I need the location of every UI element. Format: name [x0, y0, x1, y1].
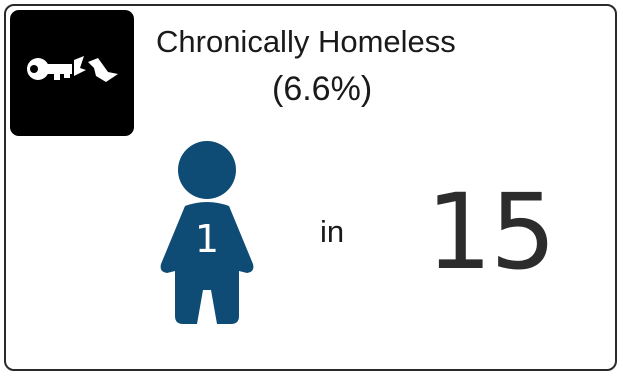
ratio-number: 15	[426, 171, 556, 293]
stat-card: Chronically Homeless (6.6%) 1 in 15	[4, 4, 617, 371]
icon-tile	[10, 10, 134, 136]
stat-percentage: (6.6%)	[272, 70, 373, 108]
stat-title: Chronically Homeless	[156, 24, 456, 59]
person-icon	[160, 141, 254, 324]
ratio-word: in	[320, 214, 345, 249]
person-number: 1	[194, 217, 220, 261]
broken-key-icon	[27, 56, 118, 82]
